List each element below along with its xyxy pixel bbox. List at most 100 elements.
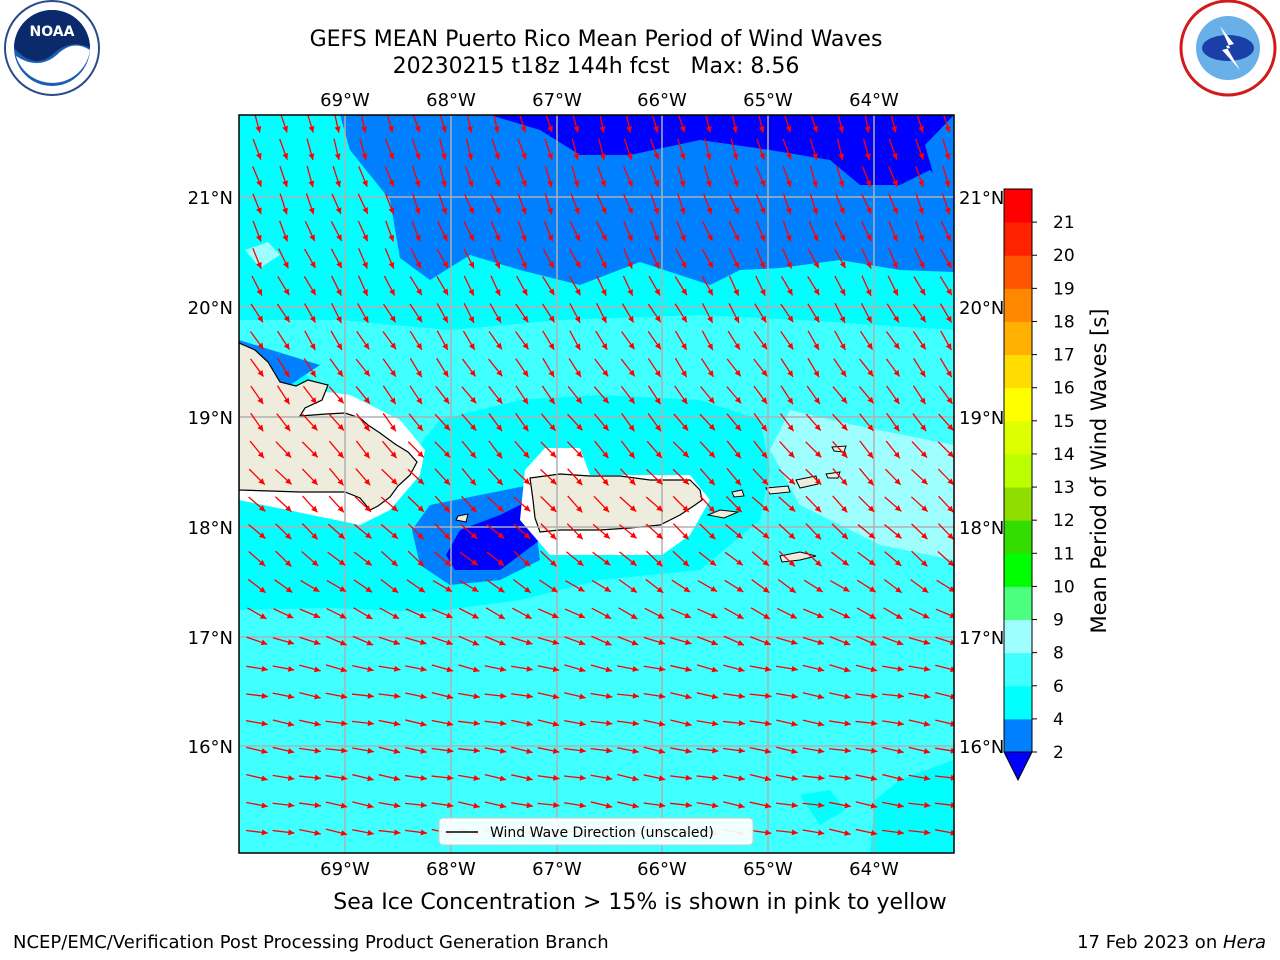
lon-label-top: 65°W [743, 90, 793, 111]
wave-direction-arrow [650, 193, 660, 215]
wave-direction-arrow [807, 276, 820, 296]
wave-direction-arrow [647, 331, 662, 350]
wave-direction-arrow [249, 331, 265, 350]
wave-direction-arrow [696, 774, 719, 781]
wave-direction-arrow [272, 829, 295, 836]
wave-direction-arrow [939, 357, 953, 378]
wave-direction-arrow [438, 193, 448, 215]
wave-direction-arrow [275, 550, 292, 567]
wave-direction-arrow [644, 607, 665, 620]
wave-direction-arrow [857, 524, 876, 539]
wave-direction-arrow [541, 303, 556, 323]
wave-direction-arrow [306, 138, 315, 161]
wave-direction-arrow [670, 747, 692, 754]
wave-direction-arrow [301, 468, 319, 486]
wave-direction-arrow [459, 551, 479, 566]
wave-direction-arrow [434, 468, 451, 486]
wave-direction-arrow [571, 165, 580, 188]
wave-direction-arrow [617, 720, 639, 727]
wave-direction-arrow [802, 664, 825, 673]
colorbar-tick-label: 12 [1053, 511, 1075, 531]
wave-direction-arrow [758, 115, 765, 133]
colorbar-tick-label: 21 [1053, 213, 1075, 233]
wave-direction-arrow [305, 193, 315, 215]
wave-direction-arrow [378, 774, 401, 782]
wave-direction-arrow [802, 802, 825, 809]
wave-direction-arrow [883, 578, 903, 594]
wave-direction-arrow [856, 607, 877, 620]
wave-direction-arrow [940, 330, 952, 351]
lon-label-top: 67°W [532, 90, 582, 111]
wave-direction-arrow [276, 413, 291, 432]
wave-direction-arrow [669, 802, 693, 809]
wave-direction-arrow [325, 664, 348, 673]
wave-direction-arrow [304, 220, 316, 242]
wave-direction-arrow [436, 275, 449, 296]
wave-direction-arrow [908, 637, 931, 645]
wave-direction-arrow [411, 220, 421, 242]
wave-direction-arrow [728, 193, 740, 215]
wave-direction-arrow [832, 468, 848, 486]
wave-direction-arrow [908, 665, 931, 672]
wave-direction-arrow [491, 138, 500, 160]
wave-direction-arrow [724, 551, 744, 566]
wave-direction-arrow [802, 692, 825, 700]
wave-direction-arrow [537, 719, 560, 727]
wave-direction-arrow [567, 385, 583, 405]
wave-direction-arrow [647, 385, 662, 405]
wave-direction-arrow [696, 664, 719, 673]
wave-direction-arrow [485, 635, 506, 646]
wave-direction-arrow [299, 719, 321, 727]
wave-direction-arrow [272, 746, 295, 754]
wave-direction-arrow [246, 801, 268, 809]
wave-direction-arrow [411, 138, 421, 160]
wave-direction-arrow [405, 637, 427, 645]
wave-direction-arrow [406, 579, 426, 593]
wave-direction-arrow [592, 523, 611, 540]
wave-direction-arrow [802, 636, 825, 646]
wave-direction-arrow [622, 193, 634, 215]
wave-direction-arrow [803, 608, 824, 619]
wave-direction-arrow [360, 115, 367, 133]
wave-direction-arrow [596, 302, 607, 324]
wave-direction-arrow [908, 719, 931, 727]
wave-direction-arrow [670, 692, 692, 700]
wave-direction-arrow [567, 495, 583, 513]
wave-direction-arrow [383, 275, 396, 296]
wave-direction-arrow [462, 330, 476, 351]
colorbar-swatch [1004, 222, 1032, 256]
wave-direction-arrow [829, 828, 851, 836]
wave-direction-arrow [544, 138, 553, 160]
wave-direction-arrow [272, 719, 295, 727]
wave-direction-arrow [436, 248, 449, 269]
wave-direction-arrow [782, 220, 792, 242]
wave-direction-arrow [723, 774, 745, 782]
wave-direction-arrow [596, 193, 607, 215]
wave-direction-arrow [488, 385, 503, 405]
wave-direction-arrow [382, 385, 397, 405]
wave-direction-arrow [405, 608, 427, 619]
wave-direction-arrow [723, 664, 745, 673]
wave-direction-arrow [325, 720, 348, 727]
wave-direction-arrow [643, 774, 666, 782]
wave-direction-arrow [702, 193, 713, 215]
wave-direction-arrow [699, 468, 716, 486]
lat-label-right: 19°N [959, 408, 1004, 429]
chart-subtitle-forecast: 20230215 t18z 144h fcst Max: 8.56 [392, 54, 800, 79]
wave-direction-arrow [328, 468, 345, 486]
wave-direction-arrow [486, 524, 505, 539]
wave-direction-arrow [807, 248, 820, 269]
wave-direction-arrow [914, 248, 925, 269]
wave-direction-arrow [301, 523, 319, 540]
wave-direction-arrow [405, 692, 427, 700]
wave-direction-arrow [488, 413, 503, 432]
wave-direction-arrow [246, 720, 268, 727]
wave-direction-arrow [272, 774, 295, 781]
wave-direction-arrow [567, 413, 583, 431]
wave-direction-arrow [513, 523, 531, 540]
wave-direction-arrow [830, 551, 850, 567]
colorbar-tick-label: 4 [1053, 710, 1064, 730]
wave-direction-arrow [726, 386, 742, 404]
wave-direction-arrow [276, 385, 291, 405]
wave-direction-arrow [250, 385, 264, 405]
